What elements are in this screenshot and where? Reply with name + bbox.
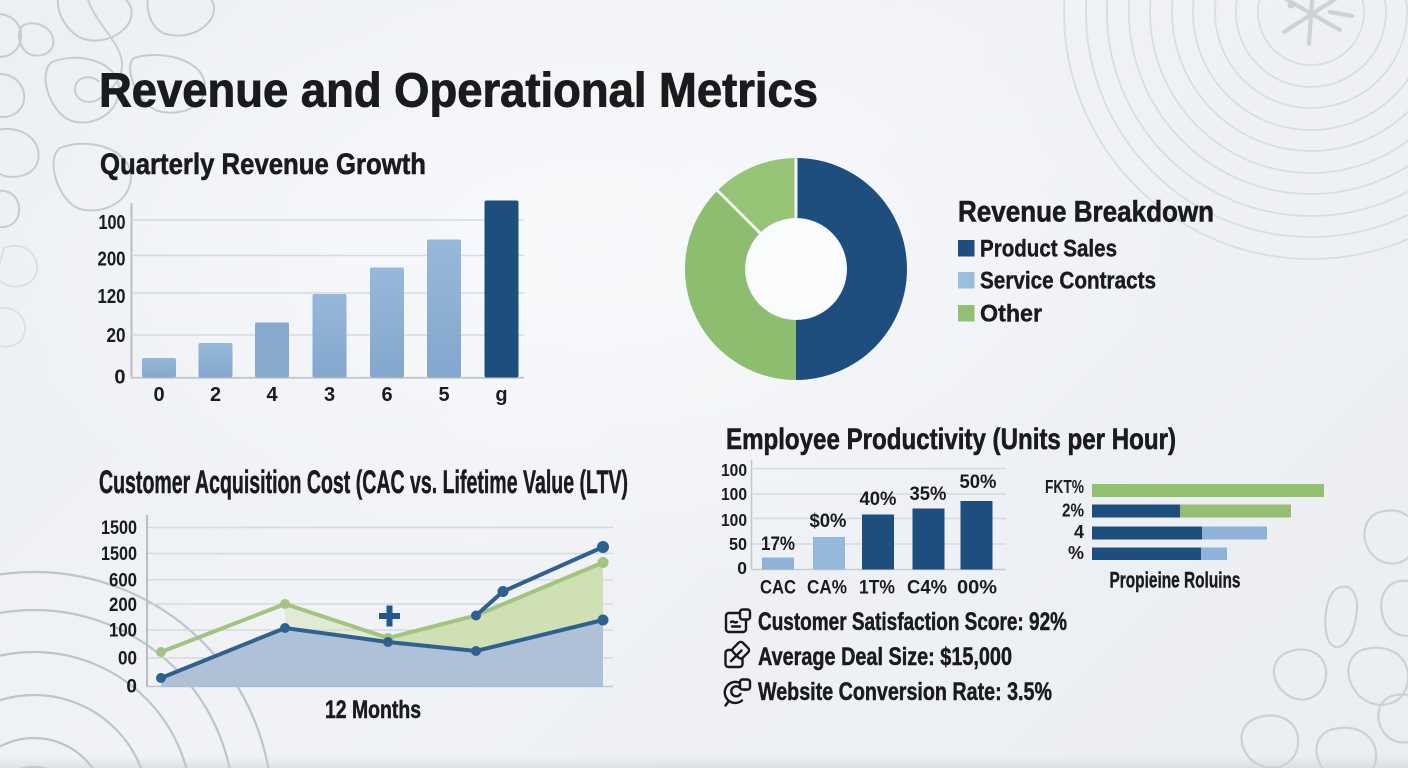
- svg-text:3: 3: [324, 384, 335, 406]
- svg-text:6: 6: [381, 384, 392, 406]
- svg-text:1T%: 1T%: [859, 578, 895, 599]
- svg-text:0: 0: [126, 677, 137, 698]
- svg-text:4: 4: [1074, 522, 1084, 542]
- svg-text:FKT%: FKT%: [1045, 477, 1084, 497]
- svg-text:35%: 35%: [910, 484, 947, 505]
- svg-text:00: 00: [118, 649, 137, 670]
- svg-text:Employee Productivity (Units p: Employee Productivity (Units per Hour): [726, 423, 1176, 456]
- svg-text:Product Sales: Product Sales: [980, 236, 1117, 263]
- svg-text:100: 100: [721, 510, 747, 530]
- svg-text:g: g: [495, 384, 507, 406]
- svg-text:$0%: $0%: [810, 511, 847, 532]
- svg-text:Quarterly Revenue Growth: Quarterly Revenue Growth: [100, 148, 426, 181]
- svg-text:1500: 1500: [101, 518, 137, 539]
- svg-text:0: 0: [153, 384, 164, 406]
- svg-text:CAC: CAC: [760, 578, 796, 599]
- svg-text:Service Contracts: Service Contracts: [980, 268, 1156, 295]
- svg-text:5: 5: [438, 384, 449, 406]
- svg-text:17%: 17%: [761, 534, 795, 555]
- svg-text:Propieine Roluins: Propieine Roluins: [1110, 568, 1241, 593]
- svg-text:100: 100: [721, 460, 747, 480]
- svg-text:2%: 2%: [1062, 501, 1084, 521]
- svg-text:0: 0: [737, 558, 747, 578]
- svg-text:Website Conversion Rate: 3.5%: Website Conversion Rate: 3.5%: [758, 678, 1052, 706]
- svg-text:40%: 40%: [860, 489, 897, 510]
- svg-text:100: 100: [109, 621, 137, 642]
- svg-text:C4%: C4%: [907, 578, 947, 599]
- svg-text:600: 600: [109, 571, 137, 592]
- svg-text:200: 200: [98, 248, 126, 270]
- svg-text:200: 200: [109, 595, 137, 616]
- svg-text:100: 100: [99, 212, 126, 234]
- svg-text:Other: Other: [980, 301, 1042, 328]
- svg-text:2: 2: [210, 384, 221, 406]
- svg-text:1500: 1500: [101, 544, 137, 565]
- svg-text:Revenue and Operational Metric: Revenue and Operational Metrics: [99, 65, 818, 118]
- svg-text:0: 0: [114, 367, 125, 389]
- svg-text:Average Deal Size: $15,000: Average Deal Size: $15,000: [758, 643, 1012, 671]
- svg-text:50%: 50%: [960, 472, 997, 493]
- svg-text:100: 100: [721, 484, 747, 504]
- svg-text:Customer Acquisition Cost (CAC: Customer Acquisition Cost (CAC vs. Lifet…: [99, 464, 628, 500]
- svg-text:20: 20: [107, 325, 126, 347]
- svg-text:%: %: [1068, 543, 1084, 563]
- svg-text:120: 120: [98, 286, 126, 308]
- svg-text:Customer Satisfaction Score: 9: Customer Satisfaction Score: 92%: [758, 608, 1067, 636]
- svg-text:12 Months: 12 Months: [325, 696, 421, 724]
- svg-text:4: 4: [266, 384, 278, 406]
- svg-text:Revenue Breakdown: Revenue Breakdown: [958, 196, 1214, 229]
- svg-text:CA%: CA%: [807, 578, 847, 599]
- svg-text:00%: 00%: [957, 578, 997, 599]
- svg-text:50: 50: [729, 534, 747, 554]
